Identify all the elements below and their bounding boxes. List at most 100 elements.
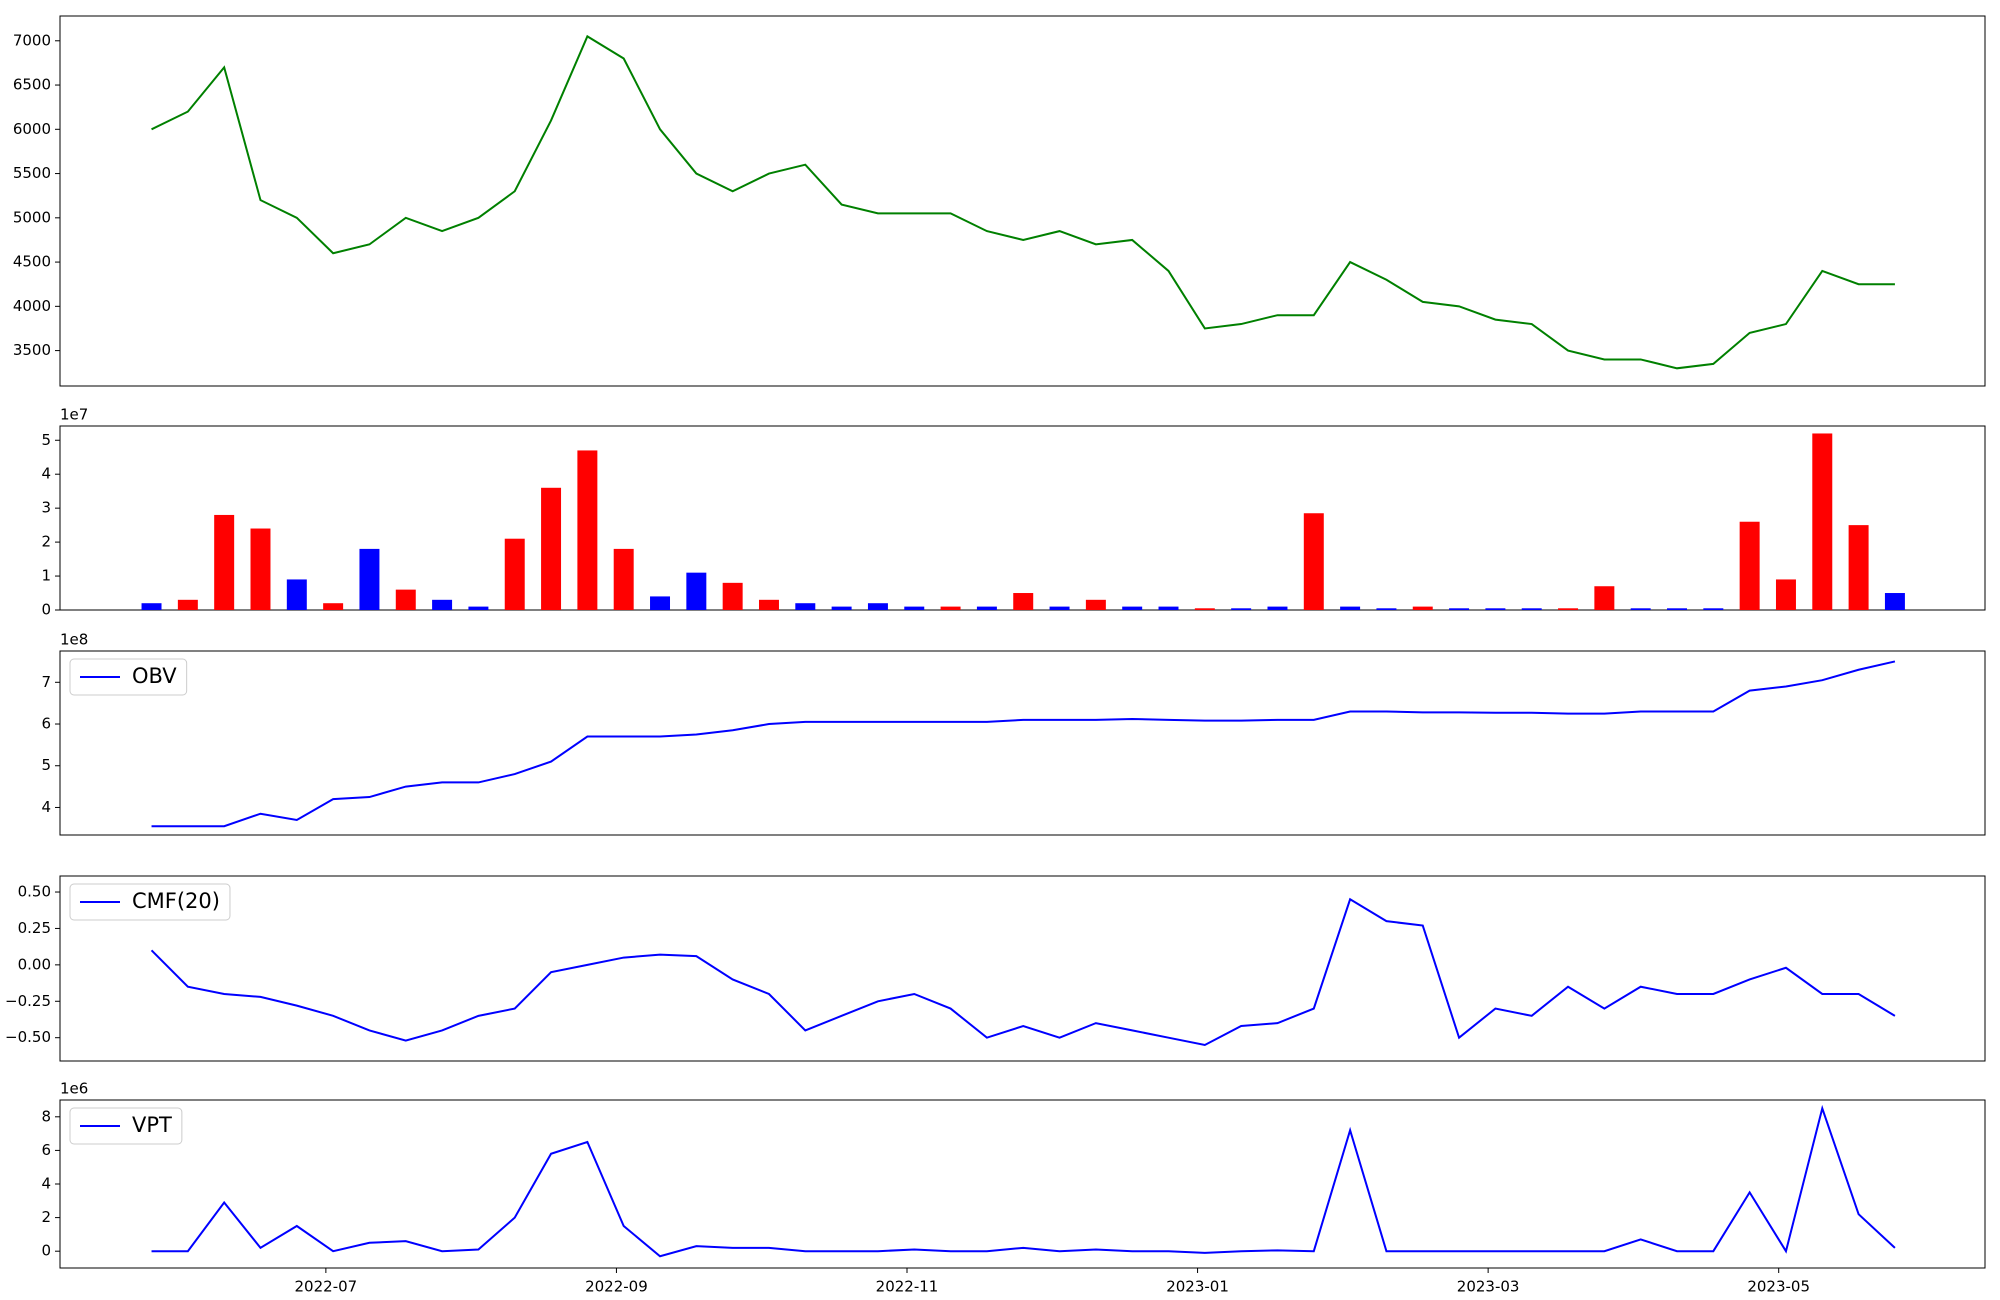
volume-bar [1558, 608, 1579, 610]
volume-bar [940, 606, 961, 610]
x-tick-label: 2022-09 [585, 1278, 648, 1296]
volume-bar [1376, 608, 1397, 610]
volume-bar [1703, 608, 1724, 610]
y-tick-label: 4500 [13, 253, 51, 271]
y-tick-label: 0.50 [18, 883, 51, 901]
volume-bar [867, 603, 888, 610]
volume-bar [1485, 608, 1506, 610]
x-tick-label: 2022-11 [876, 1278, 939, 1296]
volume-bar [1449, 608, 1470, 610]
y-tick-label: 7 [41, 673, 51, 691]
volume-bar [1340, 606, 1361, 610]
y-tick-label: 3 [41, 499, 51, 517]
series-line [150, 897, 1896, 1047]
axis-offset-label: 1e8 [60, 631, 88, 649]
volume-bar [1521, 608, 1542, 610]
volume-bar [141, 603, 162, 610]
y-tick-label: −0.50 [5, 1028, 51, 1046]
volume-bar [323, 603, 344, 610]
y-tick-label: 3500 [13, 341, 51, 359]
volume-bar [1848, 525, 1869, 610]
volume-bar [1412, 606, 1433, 610]
volume-bar [432, 599, 453, 610]
volume-bar [1267, 606, 1288, 610]
volume-bar [1812, 433, 1833, 610]
legend-box [69, 658, 188, 696]
y-tick-label: 4 [41, 465, 51, 483]
volume-bar [795, 603, 816, 610]
x-tick-label: 2022-07 [295, 1278, 358, 1296]
volume-bar [831, 606, 852, 610]
legend: OBV [69, 658, 188, 696]
series-line [151, 660, 1896, 828]
volume-bar [214, 514, 235, 610]
legend-label: VPT [132, 1113, 172, 1137]
y-tick-label: 5 [41, 756, 51, 774]
volume-bar [250, 528, 271, 610]
volume-bar [359, 548, 380, 610]
y-tick-label: 2 [41, 1208, 51, 1226]
series-line [151, 1104, 1896, 1258]
y-tick-label: 0.25 [18, 919, 51, 937]
volume-bar [504, 538, 525, 610]
volume-bar [1122, 606, 1143, 610]
y-tick-label: 2 [41, 533, 51, 551]
volume-bar [722, 582, 743, 610]
y-tick-label: 6000 [13, 120, 51, 138]
y-tick-label: 7000 [13, 31, 51, 49]
plot-frame [59, 650, 1986, 836]
y-tick-label: 1 [41, 567, 51, 585]
volume-bar [286, 579, 307, 610]
volume-bar [613, 548, 634, 610]
legend: VPT [69, 1107, 183, 1145]
volume-bar [395, 589, 416, 610]
series-line [151, 34, 1895, 370]
plot-frame [59, 1099, 1986, 1269]
volume-bar [177, 599, 198, 610]
y-tick-label: 0 [41, 601, 51, 619]
volume-bar [1630, 608, 1651, 610]
volume-bar [904, 606, 925, 610]
y-tick-label: 0 [41, 1242, 51, 1260]
volume-bar [1158, 606, 1179, 610]
volume-bar [1594, 586, 1615, 610]
y-tick-label: 4 [41, 798, 51, 816]
y-tick-label: 6 [41, 1141, 51, 1159]
volume-bar [758, 599, 779, 610]
axis-offset-label: 1e7 [60, 406, 88, 424]
y-tick-label: 6 [41, 715, 51, 733]
volume-bar [1049, 606, 1070, 610]
volume-bar [541, 487, 562, 610]
legend-label: OBV [132, 664, 177, 688]
y-tick-label: 5 [41, 431, 51, 449]
axis-offset-label: 1e6 [60, 1080, 88, 1098]
volume-bar [1085, 599, 1106, 610]
x-tick-label: 2023-05 [1747, 1278, 1810, 1296]
x-tick-label: 2023-03 [1457, 1278, 1520, 1296]
legend-label: CMF(20) [132, 889, 220, 913]
y-tick-label: −0.25 [5, 992, 51, 1010]
x-tick-label: 2023-01 [1166, 1278, 1229, 1296]
plot-frame [59, 875, 1986, 1062]
legend-box [69, 883, 231, 921]
y-tick-label: 0.00 [18, 955, 51, 973]
volume-bar [1884, 593, 1905, 610]
volume-bar [1303, 513, 1324, 610]
y-tick-label: 5000 [13, 208, 51, 226]
legend-box [69, 1107, 183, 1145]
volume-bar [686, 572, 707, 610]
y-tick-label: 6500 [13, 76, 51, 94]
plot-frame [59, 425, 1986, 611]
y-tick-label: 8 [41, 1107, 51, 1125]
volume-bar [1739, 521, 1760, 610]
volume-bar [1775, 579, 1796, 610]
volume-bar [1194, 608, 1215, 610]
y-tick-label: 4 [41, 1175, 51, 1193]
volume-bar [650, 596, 671, 610]
volume-bar [1013, 593, 1034, 610]
y-tick-label: 5500 [13, 164, 51, 182]
plot-frame [59, 15, 1986, 387]
legend: CMF(20) [69, 883, 231, 921]
volume-bar [1667, 608, 1687, 610]
y-tick-label: 4000 [13, 297, 51, 315]
